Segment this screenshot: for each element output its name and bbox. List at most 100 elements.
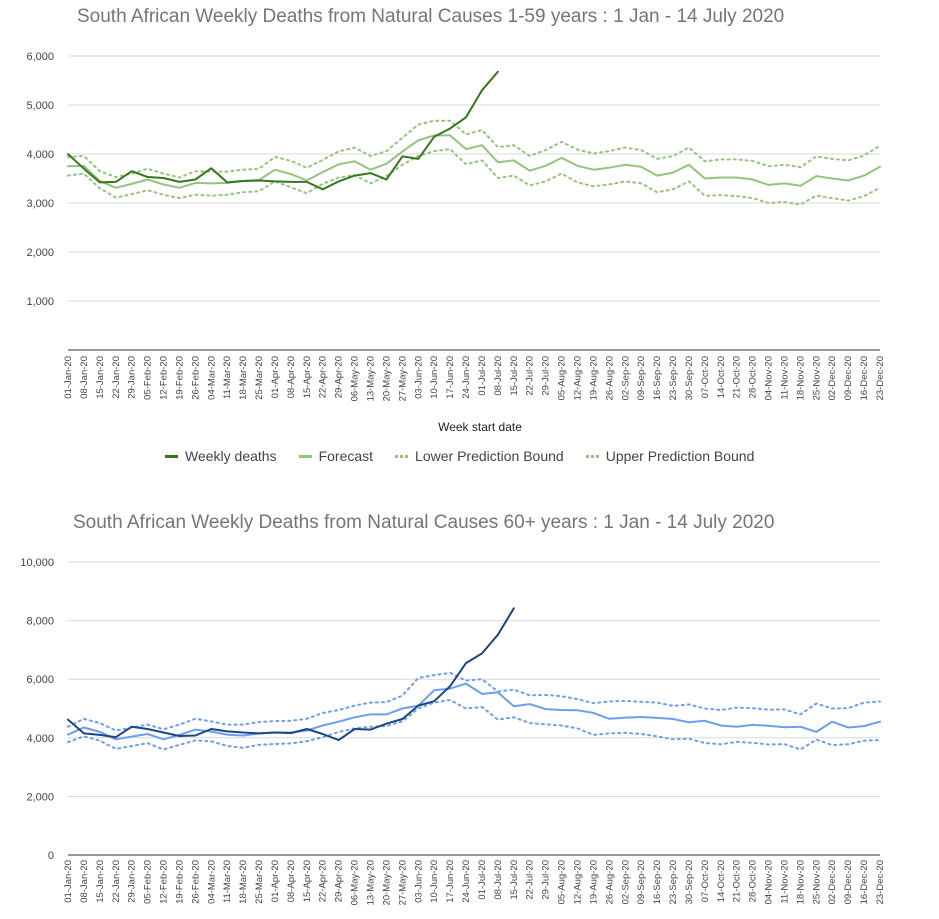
- chart1-xtick-label: 29-Jan-20: [127, 356, 138, 399]
- chart2-xtick-label: 15-Apr-20: [302, 860, 313, 902]
- chart2-xtick-label: 11-Mar-20: [222, 860, 233, 903]
- chart1-xtick-label: 07-Oct-20: [700, 356, 711, 398]
- chart1-xtick-label: 22-Apr-20: [318, 356, 329, 398]
- chart1-xtick-label: 22-Jul-20: [525, 356, 536, 396]
- chart1-xtick-label: 29-Jul-20: [541, 356, 552, 396]
- chart1-legend: Weekly deaths Forecast Lower Prediction …: [165, 448, 776, 464]
- chart1-xtick-label: 16-Sep-20: [652, 356, 663, 400]
- chart2-xtick-label: 16-Dec-20: [859, 860, 870, 904]
- chart2-xtick-label: 04-Mar-20: [206, 860, 217, 904]
- chart2-xtick-label: 25-Mar-20: [254, 860, 265, 904]
- chart2-xtick-label: 04-Nov-20: [764, 860, 775, 904]
- chart1-ytick-label: 3,000: [26, 198, 54, 210]
- chart1-xtick-label: 30-Sep-20: [684, 356, 695, 400]
- chart2-xtick-label: 07-Oct-20: [700, 860, 711, 902]
- chart2-xtick-label: 08-Jul-20: [493, 860, 504, 900]
- chart2-xtick-label: 02-Sep-20: [620, 860, 631, 904]
- chart2-xtick-label: 20-May-20: [381, 860, 392, 905]
- chart2-xtick-label: 01-Jan-20: [63, 860, 74, 903]
- legend-label-weekly-deaths: Weekly deaths: [185, 448, 277, 464]
- chart1-xtick-label: 29-Apr-20: [334, 356, 345, 398]
- chart1-xtick-label: 10-Jun-20: [429, 356, 440, 399]
- chart2-xtick-label: 29-Apr-20: [334, 860, 345, 902]
- chart1-title: South African Weekly Deaths from Natural…: [77, 6, 785, 27]
- chart1-xtick-label: 01-Jan-20: [63, 356, 74, 399]
- chart2-xtick-label: 21-Oct-20: [732, 860, 743, 902]
- chart2-xtick-label: 18-Nov-20: [795, 860, 806, 904]
- chart2-xtick-label: 16-Sep-20: [652, 860, 663, 904]
- chart2-xtick-label: 01-Jul-20: [477, 860, 488, 900]
- chart2-xtick-label: 28-Oct-20: [748, 860, 759, 902]
- legend-item-forecast: Forecast: [298, 448, 374, 464]
- chart1-series-weekly-deaths: [67, 70, 499, 191]
- chart1-xtick-label: 04-Nov-20: [764, 356, 775, 400]
- chart1-xtick-label: 11-Nov-20: [779, 356, 790, 400]
- chart1-xtick-label: 18-Mar-20: [238, 356, 249, 400]
- chart2-xtick-label: 17-Jun-20: [445, 860, 456, 903]
- chart1-ytick-label: 5,000: [26, 100, 54, 112]
- chart2-ytick-label: 0: [48, 850, 54, 862]
- chart1-xtick-label: 05-Feb-20: [143, 356, 154, 400]
- chart2-xtick-label: 12-Feb-20: [159, 860, 170, 904]
- chart1-xtick-label: 17-Jun-20: [445, 356, 456, 399]
- chart2-series-lower-prediction-bound: [67, 699, 881, 751]
- chart2-xtick-label: 22-Apr-20: [318, 860, 329, 902]
- chart1-xtick-label: 12-Aug-20: [572, 356, 583, 400]
- chart1-xtick-label: 28-Oct-20: [748, 356, 759, 398]
- chart1-xtick-label: 09-Sep-20: [636, 356, 647, 400]
- chart2-series-forecast: [67, 682, 881, 741]
- chart1-xtick-label: 27-May-20: [397, 356, 408, 401]
- chart1-xtick-label: 02-Dec-20: [827, 356, 838, 400]
- legend-item-upper-bound: Upper Prediction Bound: [585, 448, 755, 464]
- chart1-xtick-label: 15-Jul-20: [509, 356, 520, 396]
- chart1-xtick-label: 12-Feb-20: [159, 356, 170, 400]
- legend-swatch-forecast: [298, 454, 312, 458]
- chart2-xtick-label: 03-Jun-20: [413, 860, 424, 903]
- chart1-x-axis-title: Week start date: [438, 420, 522, 434]
- legend-label-forecast: Forecast: [318, 448, 374, 464]
- chart2-xtick-label: 26-Feb-20: [190, 860, 201, 904]
- chart1-xtick-label: 01-Jul-20: [477, 356, 488, 396]
- legend-item-lower-bound: Lower Prediction Bound: [395, 448, 564, 464]
- chart1-xtick-label: 01-Apr-20: [270, 356, 281, 398]
- chart2-xtick-label: 08-Jan-20: [79, 860, 90, 903]
- chart2-xtick-label: 23-Dec-20: [875, 860, 886, 904]
- chart1-xtick-label: 05-Aug-20: [557, 356, 568, 400]
- chart1-xtick-label: 03-Jun-20: [413, 356, 424, 399]
- chart1-series-forecast: [67, 134, 881, 189]
- chart1-ytick-label: 2,000: [26, 247, 54, 259]
- chart1-xtick-label: 24-Jun-20: [461, 356, 472, 399]
- chart2-xtick-label: 23-Sep-20: [668, 860, 679, 904]
- chart1-xtick-label: 20-May-20: [381, 356, 392, 401]
- chart1-ytick-label: 1,000: [26, 296, 54, 308]
- chart1-xtick-label: 16-Dec-20: [859, 356, 870, 400]
- chart2-xtick-label: 29-Jan-20: [127, 860, 138, 903]
- chart1-xtick-label: 23-Sep-20: [668, 356, 679, 400]
- chart2-ytick-label: 4,000: [26, 733, 54, 745]
- chart2-ytick-label: 6,000: [26, 674, 54, 686]
- chart2-xtick-label: 25-Nov-20: [811, 860, 822, 904]
- chart1-xtick-label: 15-Jan-20: [95, 356, 106, 399]
- chart2-xtick-label: 08-Apr-20: [286, 860, 297, 902]
- chart1-xtick-label: 06-May-20: [350, 356, 361, 401]
- chart1-xtick-label: 25-Nov-20: [811, 356, 822, 400]
- chart2-ytick-label: 8,000: [26, 616, 54, 628]
- legend-swatch-upper-bound: [585, 454, 599, 458]
- chart2-ytick-label: 2,000: [26, 791, 54, 803]
- chart2-xtick-label: 15-Jan-20: [95, 860, 106, 903]
- chart2-series-upper-prediction-bound: [67, 671, 881, 732]
- chart2-xtick-label: 05-Aug-20: [557, 860, 568, 904]
- chart1-xtick-label: 14-Oct-20: [716, 356, 727, 398]
- legend-item-weekly-deaths: Weekly deaths: [165, 448, 277, 464]
- chart2-xtick-label: 29-Jul-20: [541, 860, 552, 900]
- chart2-xtick-label: 27-May-20: [397, 860, 408, 905]
- chart1-plot: 1,000 2,000 3,000 4,000 5,000 6,000 01-Jan-20 0…: [26, 51, 886, 434]
- chart1-xtick-label: 15-Apr-20: [302, 356, 313, 398]
- chart1-xtick-label: 04-Mar-20: [206, 356, 217, 400]
- chart2-xtick-label: 12-Aug-20: [572, 860, 583, 904]
- legend-label-upper-bound: Upper Prediction Bound: [605, 448, 755, 464]
- chart1-xtick-label: 08-Apr-20: [286, 356, 297, 398]
- chart2-xtick-label: 09-Sep-20: [636, 860, 647, 904]
- chart1-xtick-label: 09-Dec-20: [843, 356, 854, 400]
- chart2-xtick-label: 05-Feb-20: [143, 860, 154, 904]
